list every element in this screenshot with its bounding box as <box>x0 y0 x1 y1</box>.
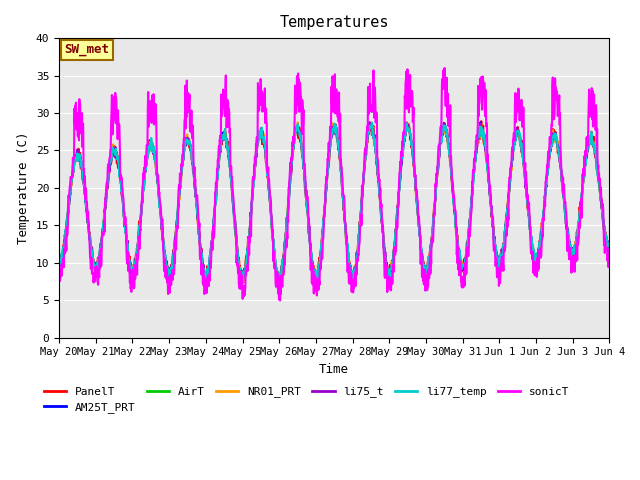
AirT <box>275 278 283 284</box>
AirT <box>492 251 500 256</box>
sonicT <box>55 264 63 270</box>
li77_temp <box>164 273 172 278</box>
PanelT <box>239 280 246 286</box>
AM25T_PRT <box>420 265 428 271</box>
li75_t <box>178 167 186 172</box>
li75_t <box>366 119 374 125</box>
sonicT <box>178 161 186 167</box>
Legend: PanelT, AM25T_PRT, AirT, NR01_PRT, li75_t, li77_temp, sonicT: PanelT, AM25T_PRT, AirT, NR01_PRT, li75_… <box>40 382 574 418</box>
sonicT <box>276 298 284 303</box>
li77_temp <box>55 259 63 264</box>
sonicT <box>605 263 613 269</box>
li75_t <box>312 282 319 288</box>
AM25T_PRT <box>492 250 500 255</box>
AM25T_PRT <box>239 277 247 283</box>
sonicT <box>541 200 548 205</box>
Line: AirT: AirT <box>59 124 609 281</box>
NR01_PRT <box>178 168 186 173</box>
Text: SW_met: SW_met <box>65 43 109 57</box>
AirT <box>239 275 247 281</box>
NR01_PRT <box>239 275 247 281</box>
li75_t <box>55 259 63 265</box>
sonicT <box>420 282 428 288</box>
AM25T_PRT <box>605 242 613 248</box>
NR01_PRT <box>605 240 613 246</box>
li75_t <box>541 198 548 204</box>
sonicT <box>441 65 449 71</box>
AM25T_PRT <box>55 263 63 268</box>
AirT <box>55 259 63 265</box>
AM25T_PRT <box>178 169 186 175</box>
li77_temp <box>541 195 548 201</box>
li77_temp <box>178 167 186 173</box>
NR01_PRT <box>55 259 63 265</box>
AirT <box>164 272 172 277</box>
li77_temp <box>420 264 428 270</box>
Line: li75_t: li75_t <box>59 122 609 285</box>
AirT <box>403 121 410 127</box>
Y-axis label: Temperature (C): Temperature (C) <box>17 132 30 244</box>
NR01_PRT <box>164 272 172 278</box>
PanelT <box>492 247 500 252</box>
NR01_PRT <box>492 252 500 258</box>
sonicT <box>239 285 247 291</box>
PanelT <box>55 257 63 263</box>
NR01_PRT <box>403 120 410 125</box>
PanelT <box>477 118 485 124</box>
PanelT <box>164 268 172 274</box>
Line: li77_temp: li77_temp <box>59 122 609 283</box>
AM25T_PRT <box>164 274 172 280</box>
li77_temp <box>239 276 247 282</box>
Line: sonicT: sonicT <box>59 68 609 300</box>
AirT <box>605 242 613 248</box>
X-axis label: Time: Time <box>319 363 349 376</box>
AirT <box>178 169 186 175</box>
Line: NR01_PRT: NR01_PRT <box>59 122 609 281</box>
PanelT <box>541 198 548 204</box>
sonicT <box>492 255 500 261</box>
li77_temp <box>605 243 613 249</box>
li75_t <box>605 245 613 251</box>
li75_t <box>492 252 500 257</box>
li77_temp <box>368 120 376 125</box>
NR01_PRT <box>239 278 247 284</box>
li77_temp <box>237 280 245 286</box>
AM25T_PRT <box>541 195 548 201</box>
NR01_PRT <box>420 262 428 268</box>
Line: AM25T_PRT: AM25T_PRT <box>59 122 609 283</box>
AirT <box>541 195 548 201</box>
NR01_PRT <box>541 197 548 203</box>
li75_t <box>239 276 247 282</box>
AM25T_PRT <box>477 120 484 125</box>
li75_t <box>164 272 172 278</box>
PanelT <box>420 264 428 270</box>
PanelT <box>605 242 613 248</box>
AM25T_PRT <box>312 280 319 286</box>
li75_t <box>420 263 428 269</box>
PanelT <box>239 278 247 284</box>
li77_temp <box>492 253 500 259</box>
Line: PanelT: PanelT <box>59 121 609 283</box>
PanelT <box>178 164 186 170</box>
Title: Temperatures: Temperatures <box>280 15 389 30</box>
AirT <box>420 264 428 269</box>
sonicT <box>164 291 172 297</box>
